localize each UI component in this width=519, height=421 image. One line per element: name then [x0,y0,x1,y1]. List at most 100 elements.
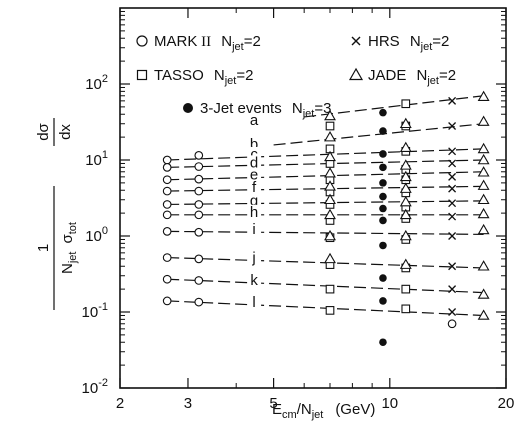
jade-point [477,90,490,102]
mark2-point [162,210,172,220]
y-tick-base: 10 [85,228,102,245]
legend-text-part: =2 [236,67,253,84]
hrs-point-b [448,122,457,130]
three-jet-point [379,179,387,187]
legend-entry-text: HRS Njet=2 [368,33,449,53]
jade-point [477,142,490,154]
legend-symbol-square [136,69,148,81]
series-line-i [167,230,484,235]
legend-text-part: jet [302,108,315,120]
mark2-point [194,200,204,209]
y-tick-base: 10 [82,380,99,397]
series-label-h: h [250,204,258,221]
x-tick-label: 5 [269,395,277,412]
mark2-point [162,163,172,172]
three-jet-point [379,216,387,225]
x-tick-label: 10 [381,395,398,412]
y-tick-base: 10 [85,76,102,93]
legend-text-part: =3 [314,100,331,117]
series-label-i: i [252,221,255,238]
mark2-point [162,200,172,209]
legend-text-part: 3-Jet events [200,100,282,117]
plot-frame [119,7,507,389]
jade-point [324,252,336,264]
mark2-point [194,254,204,264]
y-label-den-main: N [59,263,76,274]
hrs-point-b [448,147,457,156]
series-line-b [273,123,484,146]
mark2-point [194,174,204,184]
jade-point [477,288,490,299]
jade-point [324,229,336,241]
jade-point [477,223,490,235]
jade-point [399,229,412,241]
y-tick-exponent: 2 [102,73,108,85]
y-tick-label: 10-2 [82,377,108,397]
series-label-d: d [250,154,258,171]
mark2-point [194,186,204,196]
y-label-frac-den: dx [57,124,74,140]
jade-point [324,180,336,191]
series-label-bg-f [248,179,262,194]
hrs-point-b [448,262,457,271]
y-tick-exponent: -2 [98,377,108,389]
jade-point [399,141,412,153]
series-label-c: c [250,146,258,163]
three-jet-point [379,163,387,172]
series-label-bg-d [248,155,262,170]
legend-symbol-cross-b [351,36,361,46]
legend-symbol-triangle [348,67,364,81]
hrs-point-b [448,159,457,168]
mark2-point [447,319,457,329]
series-label-bg-a [248,112,262,127]
hrs-point-b [448,199,457,208]
y-label-frac-num: dσ [35,122,52,140]
jade-point [477,193,490,205]
x-label-unit: (GeV) [335,401,375,418]
jade-point [399,170,412,182]
jade-point [399,182,412,193]
series-line-a [304,95,484,118]
hrs-point-b [448,172,457,181]
legend-text-part: MARK [154,33,197,50]
jade-point [324,131,336,142]
legend-symbol-dot [183,103,193,113]
mark2-point [162,186,172,196]
jade-point [477,115,490,126]
x-label-rest: /N [297,401,312,418]
three-jet-point [379,338,387,347]
legend-text-part: N [288,100,303,117]
series-label-a: a [250,112,259,129]
jade-point [324,150,336,162]
hrs-point-b [448,285,457,294]
y-tick-exponent: 1 [102,149,108,161]
series-label-bg-h [248,204,262,219]
series-label-f: f [252,179,257,196]
jade-point [477,166,490,177]
mark2-point [162,155,172,165]
series-label-bg-j [248,250,262,265]
three-jet-point [379,108,387,117]
legend-text-part: jet [420,41,433,53]
x-tick-label: 3 [184,395,192,412]
series-label-e: e [250,167,258,184]
hrs-point-b [448,308,457,316]
mark2-point [162,227,172,236]
series-label-bg-e [248,167,262,182]
mark2-point [194,297,204,307]
legend-text-part: N [210,67,225,84]
tasso-point [325,121,335,131]
y-label-den-sigma-sub: tot [67,222,79,234]
x-axis-label: Ecm/Njet (GeV) [272,401,375,421]
x-label-sub: cm [282,409,297,421]
legend-text-part: jet [426,75,439,87]
tasso-point [325,284,335,294]
jade-point [324,193,336,205]
series-label-bg-l [248,294,262,309]
legend-text-part: =2 [439,67,456,84]
y-label-den-sigma: σ [59,234,76,244]
legend-text-part: TASSO [154,67,204,84]
three-jet-point [379,274,387,282]
legend-text-part: JADE [368,67,406,84]
